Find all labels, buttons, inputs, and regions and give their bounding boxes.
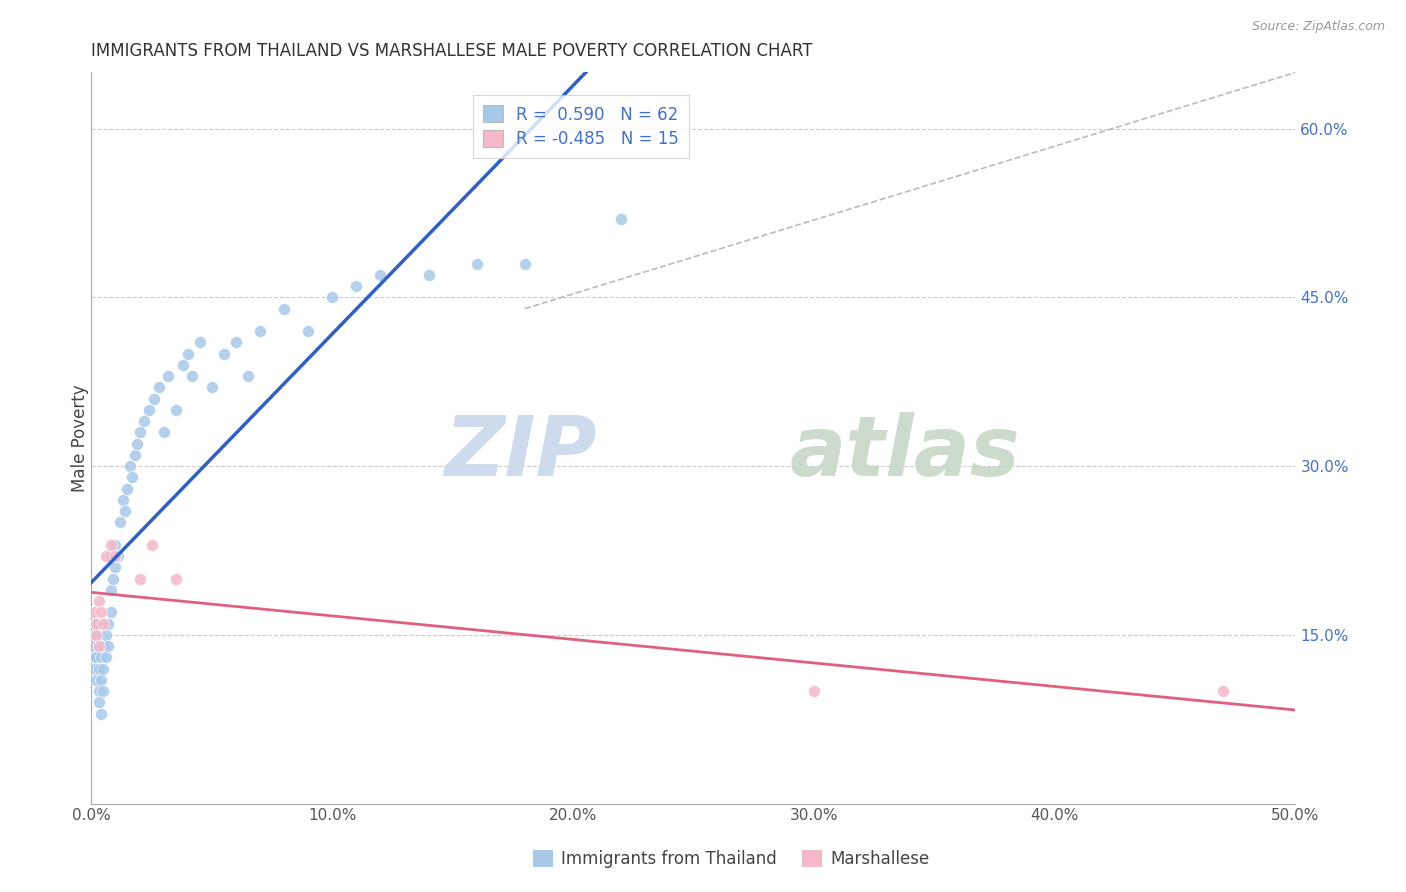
Point [273, 301, 295, 316]
Point [101, 572, 124, 586]
Point [84, 628, 107, 642]
Point [100, 538, 122, 552]
Point [104, 538, 127, 552]
Point [107, 549, 129, 563]
Point [90, 706, 112, 721]
Point [93, 639, 115, 653]
Point [128, 572, 150, 586]
Legend: Immigrants from Thailand, Marshallese: Immigrants from Thailand, Marshallese [526, 843, 936, 875]
Point [128, 425, 150, 440]
Point [94, 628, 117, 642]
Point [118, 459, 141, 474]
Point [138, 403, 160, 417]
Point [188, 335, 211, 350]
Point [90, 673, 112, 687]
Point [100, 606, 122, 620]
Point [212, 346, 235, 360]
Point [465, 257, 488, 271]
Point [249, 324, 271, 338]
Point [201, 380, 224, 394]
Point [297, 324, 319, 338]
Point [93, 662, 115, 676]
Point [157, 369, 180, 384]
Point [117, 482, 139, 496]
Point [141, 538, 163, 552]
Legend: R =  0.590   N = 62, R = -0.485   N = 15: R = 0.590 N = 62, R = -0.485 N = 15 [472, 95, 689, 159]
Point [104, 560, 127, 574]
Point [84, 673, 107, 687]
Point [97, 639, 120, 653]
Point [83, 606, 105, 620]
Point [172, 358, 194, 372]
Point [111, 492, 134, 507]
Point [94, 650, 117, 665]
Point [225, 335, 247, 350]
Point [87, 695, 110, 709]
Point [610, 211, 633, 226]
Point [165, 572, 187, 586]
Point [93, 616, 115, 631]
Point [124, 448, 146, 462]
Point [370, 268, 392, 282]
Point [84, 650, 107, 665]
Point [87, 639, 110, 653]
Point [121, 470, 143, 484]
Point [84, 616, 107, 631]
Point [87, 684, 110, 698]
Point [100, 582, 122, 597]
Point [181, 369, 204, 384]
Point [100, 549, 122, 563]
Point [97, 616, 120, 631]
Point [803, 684, 825, 698]
Point [84, 616, 107, 631]
Point [114, 504, 136, 518]
Point [93, 684, 115, 698]
Point [104, 549, 127, 563]
Point [236, 369, 259, 384]
Text: ZIP: ZIP [444, 412, 598, 493]
Point [344, 279, 367, 293]
Point [418, 268, 440, 282]
Point [134, 414, 156, 428]
Point [165, 403, 187, 417]
Point [94, 549, 117, 563]
Text: Source: ZipAtlas.com: Source: ZipAtlas.com [1251, 20, 1385, 33]
Point [83, 662, 105, 676]
Point [83, 639, 105, 653]
Point [176, 346, 198, 360]
Point [87, 639, 110, 653]
Y-axis label: Male Poverty: Male Poverty [72, 384, 89, 491]
Point [1212, 684, 1234, 698]
Point [87, 662, 110, 676]
Text: atlas: atlas [790, 412, 1021, 493]
Point [110, 516, 132, 530]
Point [83, 650, 105, 665]
Text: IMMIGRANTS FROM THAILAND VS MARSHALLESE MALE POVERTY CORRELATION CHART: IMMIGRANTS FROM THAILAND VS MARSHALLESE … [91, 42, 813, 60]
Point [143, 392, 166, 406]
Point [321, 290, 343, 304]
Point [84, 628, 107, 642]
Point [87, 594, 110, 608]
Point [127, 436, 149, 450]
Point [513, 257, 536, 271]
Point [90, 606, 112, 620]
Point [148, 380, 170, 394]
Point [90, 650, 112, 665]
Point [152, 425, 174, 440]
